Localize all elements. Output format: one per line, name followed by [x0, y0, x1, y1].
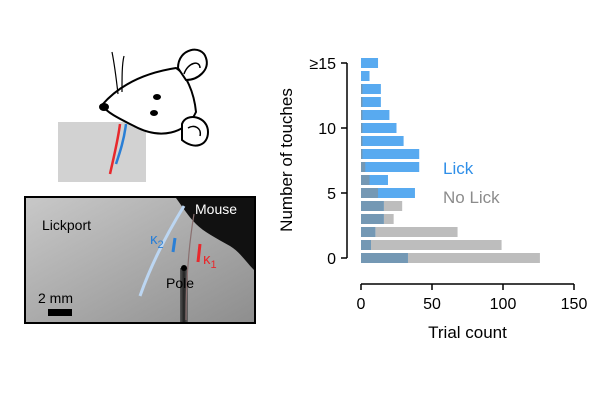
whisker-kappa2	[114, 123, 128, 165]
bar-overlap	[361, 84, 363, 94]
y-tick-label: ≥15	[309, 56, 336, 73]
bar-lick	[361, 136, 404, 146]
legend-no-lick: No Lick	[443, 188, 500, 207]
whisker-kappa1	[108, 123, 122, 175]
y-tick-label: 10	[318, 121, 336, 138]
bar-lick	[361, 58, 379, 68]
y-tick-label: 5	[327, 186, 336, 203]
kappa1-letter: κ	[203, 251, 211, 268]
bar-lick	[361, 188, 415, 198]
whisker-trace-kappa2	[138, 205, 186, 297]
bar-lick	[361, 175, 388, 185]
scale-bar	[48, 309, 72, 316]
bar-overlap	[361, 240, 371, 250]
bar-lick	[361, 110, 390, 120]
kappa1-mark	[196, 243, 202, 263]
mouse-silhouette	[176, 198, 254, 270]
y-axis-label: Number of touches	[277, 88, 296, 232]
x-axis-label: Trial count	[428, 323, 507, 342]
mouse-eye-left	[153, 94, 161, 100]
whisker-top-2	[121, 55, 125, 93]
bar-lick	[361, 84, 381, 94]
bar-overlap	[361, 97, 363, 107]
chart-axes: 0 50 100 150 0 5 10 ≥15	[309, 56, 587, 313]
pole-tip	[181, 265, 187, 271]
kappa1-label: κ1	[203, 251, 217, 271]
bar-lick	[361, 71, 370, 81]
bars-overlap	[361, 84, 408, 263]
kappa2-sub: 2	[158, 239, 164, 251]
kappa2-letter: κ	[150, 231, 158, 248]
bar-lick	[361, 149, 420, 159]
whisker-top-1	[111, 51, 119, 95]
mouse-eye-right	[150, 110, 158, 116]
lickport-label: Lickport	[42, 217, 91, 233]
mouse-head	[100, 66, 198, 135]
x-tick-label: 0	[357, 296, 366, 313]
bar-overlap	[361, 214, 384, 224]
bar-lick	[361, 97, 381, 107]
pole-shape	[180, 268, 188, 322]
x-tick-label: 100	[490, 296, 517, 313]
legend-lick: Lick	[443, 159, 474, 178]
y-tick-label: 0	[327, 251, 336, 268]
bar-overlap	[361, 136, 363, 146]
pole-label: Pole	[166, 275, 194, 291]
mouse-ear-top	[176, 48, 208, 82]
kappa1-sub: 1	[211, 259, 217, 271]
bar-no-lick	[361, 227, 458, 237]
x-tick-label: 50	[423, 296, 441, 313]
scale-bar-label: 2 mm	[38, 290, 73, 306]
bar-overlap	[361, 253, 408, 263]
kappa2-mark	[171, 237, 177, 253]
touch-histogram: 0 50 100 150 0 5 10 ≥15 Number of touches Trial…	[277, 56, 587, 342]
kappa2-label: κ2	[150, 231, 164, 251]
mouse-ear-bottom	[181, 116, 210, 147]
whisker-trace-kappa1	[185, 213, 195, 321]
x-tick-label: 150	[561, 296, 588, 313]
whisker-field-square	[58, 122, 146, 182]
mouse-label: Mouse	[195, 201, 237, 217]
mouse-ear-bottom-inner	[187, 125, 202, 137]
bar-overlap	[361, 175, 370, 185]
bar-overlap	[361, 123, 363, 133]
bar-lick	[361, 162, 420, 172]
bar-overlap	[361, 188, 379, 198]
bar-overlap	[361, 201, 384, 211]
bar-no-lick	[361, 253, 540, 263]
mouse-ear-top-inner	[183, 62, 201, 75]
bar-overlap	[361, 162, 366, 172]
mouse-schematic	[58, 48, 210, 182]
video-frame-panel: Lickport Mouse Pole κ2 κ1 2 mm	[24, 196, 256, 324]
bar-overlap	[361, 110, 363, 120]
bar-lick	[361, 123, 397, 133]
mouse-nose	[99, 103, 109, 111]
bar-no-lick	[361, 240, 502, 250]
bar-overlap	[361, 227, 376, 237]
bar-overlap	[361, 149, 363, 159]
